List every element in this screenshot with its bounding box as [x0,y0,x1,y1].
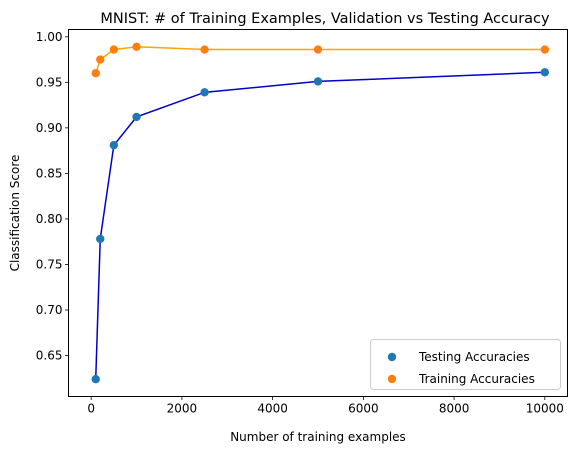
series-line [94,71,545,380]
y-tick-label: 0.90 [36,121,63,135]
series-points [91,42,550,384]
x-tick-label: 0 [87,402,95,416]
legend-label: Testing Accuracies [418,350,530,364]
y-tick-label: 0.65 [36,349,63,363]
legend-label: Training Accuracies [418,372,535,386]
data-point [540,68,550,77]
x-tick-label: 6000 [348,402,379,416]
x-tick-label: 2000 [167,402,198,416]
plot-frame [68,29,568,397]
data-point [200,45,209,54]
data-point [91,69,100,78]
data-point [313,77,323,86]
data-point [91,374,100,384]
y-tick-label: 1.00 [36,30,63,44]
data-point [313,45,323,54]
data-point [96,234,105,244]
y-tick-label: 0.70 [36,303,63,317]
y-tick-label: 0.95 [36,76,63,90]
x-tick-label: 8000 [439,402,470,416]
x-tick-label: 4000 [257,402,288,416]
data-point [132,112,141,122]
legend-marker [387,374,397,384]
legend-box [370,339,561,390]
y-axis: 0.65 0.70 0.75 0.80 0.85 0.90 0.95 1.00 [36,30,69,363]
x-tick-label: 10000 [526,402,564,416]
y-axis-label: Classification Score [8,155,22,272]
legend-marker [387,352,397,362]
data-point [96,55,105,64]
y-tick-label: 0.85 [36,167,63,181]
data-point [200,88,209,97]
data-point [109,140,119,150]
y-tick-label: 0.75 [36,258,63,272]
data-point [109,45,119,54]
legend: Testing Accuracies Training Accuracies [370,339,561,390]
chart-title: MNIST: # of Training Examples, Validatio… [100,11,550,27]
x-axis-label: Number of training examples [230,430,406,444]
data-point [132,42,141,52]
x-axis: 0 2000 4000 6000 8000 10000 [87,396,564,416]
series-lines [94,46,545,380]
data-point [540,45,550,54]
y-tick-label: 0.80 [36,212,63,226]
